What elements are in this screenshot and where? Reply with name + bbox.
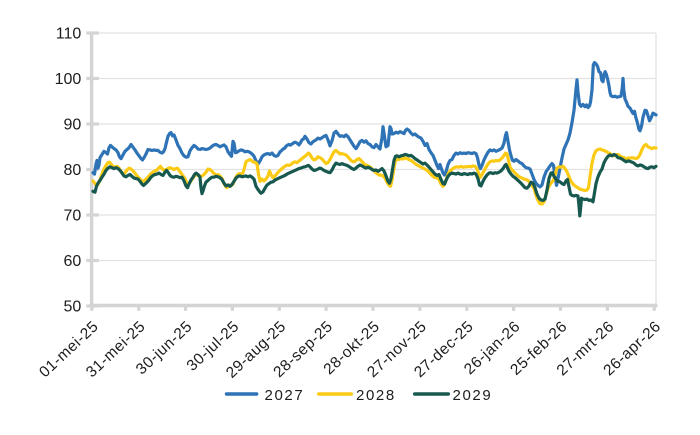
svg-text:110: 110 [56, 26, 82, 43]
svg-text:90: 90 [64, 117, 82, 134]
svg-text:2028: 2028 [356, 387, 396, 404]
svg-text:2027: 2027 [265, 387, 305, 404]
svg-text:50: 50 [64, 299, 82, 316]
svg-text:80: 80 [64, 162, 82, 179]
svg-text:2029: 2029 [453, 387, 493, 404]
svg-text:60: 60 [64, 253, 82, 270]
svg-text:70: 70 [64, 208, 82, 225]
svg-text:100: 100 [55, 71, 82, 88]
